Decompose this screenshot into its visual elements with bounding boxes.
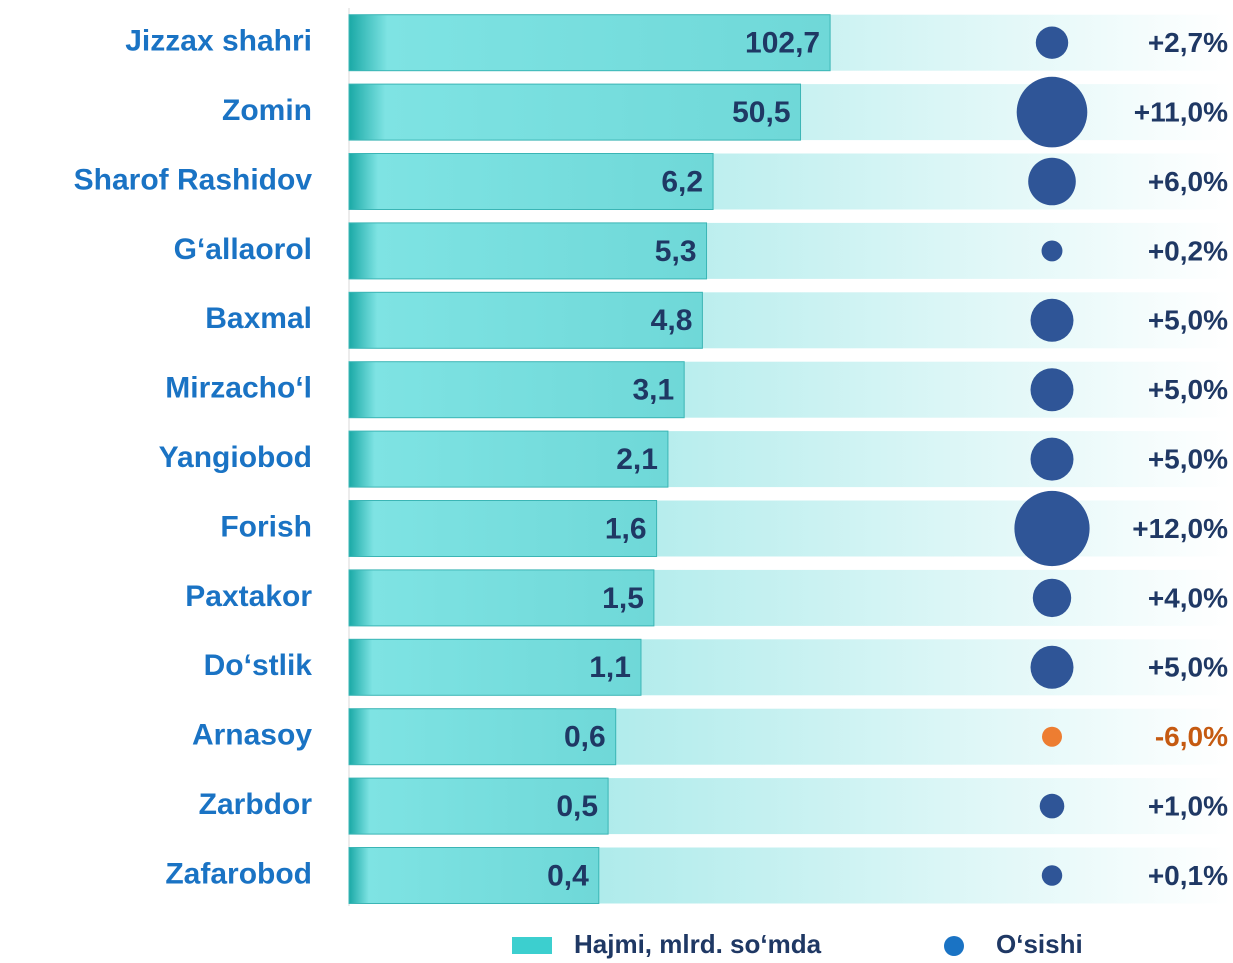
growth-label: +12,0%: [1132, 513, 1228, 544]
growth-label: +4,0%: [1148, 582, 1228, 613]
bar-value-label: 0,4: [547, 859, 589, 892]
legend-label: O‘sishi: [996, 929, 1083, 959]
bubble: [1041, 865, 1063, 886]
growth-label: -6,0%: [1155, 721, 1228, 752]
legend-swatch: [944, 936, 964, 956]
growth-label: +0,2%: [1148, 235, 1228, 266]
growth-label: +5,0%: [1148, 374, 1228, 405]
bar: [348, 638, 642, 696]
category-label: Paxtakor: [185, 580, 312, 613]
category-label: Arnasoy: [192, 719, 312, 752]
bubble: [1041, 240, 1063, 262]
category-label: Jizzax shahri: [125, 25, 312, 58]
category-label: Sharof Rashidov: [74, 163, 313, 196]
bubble: [1035, 26, 1069, 59]
bubble: [1030, 368, 1074, 412]
legend-swatch: [512, 937, 552, 954]
growth-label: +11,0%: [1134, 96, 1228, 127]
growth-label: +1,0%: [1148, 790, 1228, 821]
bubble: [1014, 490, 1090, 567]
bubble: [1028, 157, 1076, 206]
bubble: [1032, 578, 1072, 618]
bar: [348, 708, 617, 766]
bar-value-label: 102,7: [745, 27, 820, 60]
bar: [348, 291, 703, 349]
bar-value-label: 4,8: [651, 304, 693, 337]
bubble: [1042, 726, 1062, 747]
bubble: [1030, 645, 1074, 689]
bar-value-label: 0,5: [556, 790, 598, 823]
growth-label: +2,7%: [1148, 27, 1228, 58]
bar-value-label: 1,5: [602, 582, 644, 615]
bar: [348, 500, 658, 557]
bar: [348, 83, 802, 141]
bar-value-label: 5,3: [655, 235, 697, 268]
bar: [348, 222, 708, 280]
category-label: Zarbdor: [199, 788, 313, 821]
bar-value-label: 6,2: [661, 165, 703, 198]
bar-value-label: 50,5: [732, 96, 790, 129]
bar-value-label: 1,6: [605, 512, 647, 545]
legend-label: Hajmi, mlrd. so‘mda: [574, 929, 822, 959]
bar: [348, 569, 655, 627]
category-label: Zafarobod: [165, 857, 312, 890]
bar-value-label: 1,1: [589, 651, 631, 684]
category-label: G‘allaorol: [174, 233, 312, 266]
bar: [348, 361, 685, 419]
bar: [348, 14, 831, 72]
bar-value-label: 0,6: [564, 721, 606, 754]
bubble: [1016, 76, 1088, 148]
category-label: Zomin: [222, 94, 312, 127]
bubble: [1030, 298, 1074, 342]
growth-label: +5,0%: [1148, 652, 1228, 683]
category-label: Baxmal: [205, 302, 312, 335]
growth-label: +5,0%: [1148, 305, 1228, 336]
bar: [348, 153, 714, 210]
bar: [348, 430, 669, 488]
bubble: [1030, 437, 1074, 481]
bubble: [1039, 793, 1065, 819]
growth-label: +0,1%: [1148, 860, 1228, 891]
category-label: Mirzacho‘l: [165, 372, 312, 405]
bar: [348, 847, 600, 904]
bar-value-label: 3,1: [632, 374, 674, 407]
growth-label: +6,0%: [1148, 166, 1228, 197]
category-label: Do‘stlik: [204, 649, 313, 682]
bar: [348, 777, 609, 835]
growth-label: +5,0%: [1148, 443, 1228, 474]
category-label: Yangiobod: [159, 441, 312, 474]
bar-value-label: 2,1: [616, 443, 658, 476]
category-label: Forish: [220, 510, 312, 543]
